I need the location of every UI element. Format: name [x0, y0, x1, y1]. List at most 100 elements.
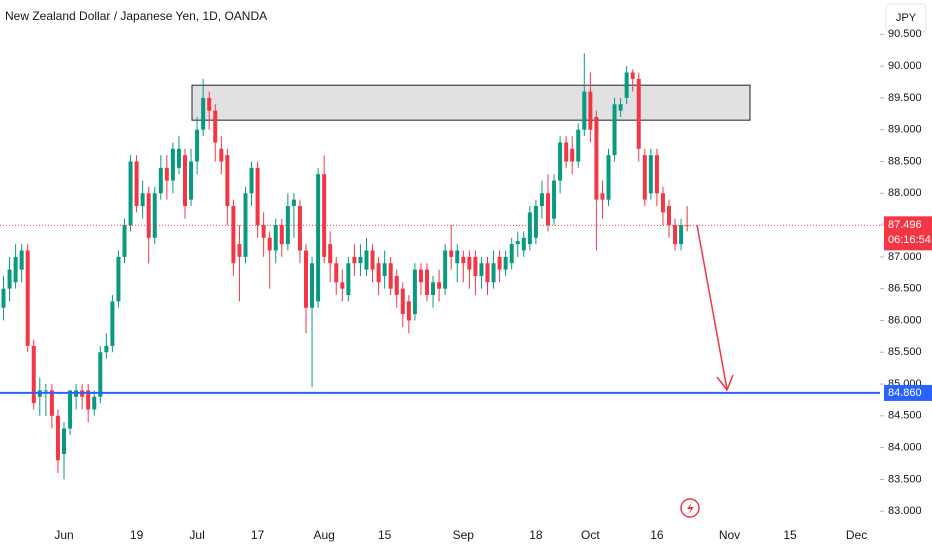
candle-body: [527, 212, 532, 245]
candle-body: [443, 250, 448, 289]
x-tick-label: Aug: [313, 528, 334, 542]
candle-body: [328, 244, 333, 264]
candle-body: [25, 250, 30, 346]
y-tick-label: 90.500: [888, 28, 922, 40]
candle-body: [364, 250, 369, 270]
candle-body: [43, 390, 48, 392]
candle-body: [297, 206, 302, 251]
candle-body: [128, 161, 133, 226]
candle-body: [412, 269, 417, 315]
candle-body: [558, 142, 563, 181]
currency-label[interactable]: JPY: [896, 12, 917, 24]
candle-body: [334, 263, 339, 283]
candle-body: [291, 199, 296, 207]
x-tick-label: Nov: [719, 528, 740, 542]
candle-body: [68, 390, 73, 429]
candle-body: [261, 225, 266, 238]
candle-body: [31, 345, 36, 404]
candle-body: [539, 193, 544, 207]
candle-body: [648, 155, 653, 194]
candle-body: [370, 250, 375, 270]
candle-body: [618, 104, 623, 111]
candle-body: [406, 301, 411, 321]
candle-body: [19, 250, 24, 270]
x-tick-label: Jun: [54, 528, 73, 542]
y-tick-label: 84.000: [888, 442, 922, 454]
candle-body: [418, 269, 423, 283]
candle-body: [667, 206, 671, 226]
x-tick-label: Jul: [189, 528, 204, 542]
candle-body: [304, 250, 308, 308]
candle-body: [467, 256, 472, 270]
candle-body: [673, 225, 678, 245]
candle-body: [285, 206, 290, 245]
candle-body: [600, 193, 605, 200]
candle-body: [322, 174, 327, 257]
last-price-label: 87.496: [888, 219, 922, 231]
candle-body: [62, 428, 66, 454]
candle-body: [431, 282, 436, 296]
x-tick-label: Dec: [846, 528, 867, 542]
candle-body: [642, 155, 647, 200]
candle-body: [98, 352, 103, 397]
candle-body: [503, 256, 508, 270]
x-tick-label: Sep: [453, 528, 475, 542]
y-tick-label: 86.500: [888, 283, 922, 295]
candle-body: [594, 116, 599, 200]
candle-body: [588, 91, 593, 130]
candle-body: [455, 250, 460, 264]
candle-body: [279, 225, 284, 245]
x-tick-label: 19: [130, 528, 144, 542]
y-tick-label: 88.000: [888, 187, 922, 199]
candle-body: [110, 301, 115, 346]
candle-body: [340, 282, 345, 289]
y-tick-label: 86.000: [888, 314, 922, 326]
support-label-box: [884, 384, 932, 401]
candle-body: [485, 263, 490, 283]
candle-body: [104, 345, 109, 353]
candle-body: [497, 256, 502, 270]
candle-body: [189, 161, 194, 200]
x-tick-label: Oct: [581, 528, 600, 542]
candle-body: [176, 148, 181, 168]
candle-body: [116, 256, 121, 302]
candle-body: [92, 396, 97, 410]
x-tick-label: 17: [251, 528, 265, 542]
y-tick-label: 89.500: [888, 92, 922, 104]
candle-body: [533, 206, 538, 238]
candle-body: [582, 91, 587, 130]
candle-body: [473, 256, 478, 276]
x-tick-label: 15: [783, 528, 797, 542]
candle-body: [86, 390, 91, 410]
candle-body: [437, 282, 442, 289]
candle-body: [49, 390, 54, 416]
y-tick-label: 84.500: [888, 410, 922, 422]
candle-body: [654, 155, 659, 194]
y-tick-label: 87.000: [888, 251, 922, 263]
countdown-label: 06:16:54: [888, 234, 931, 246]
candle-body: [195, 129, 200, 162]
candle-body: [316, 174, 321, 302]
candle-body: [183, 155, 187, 207]
candle-body: [243, 193, 248, 257]
candle-body: [237, 244, 242, 257]
candle-body: [521, 237, 526, 251]
candle-body: [546, 193, 550, 226]
currency-button[interactable]: [885, 3, 927, 33]
candle-body: [394, 275, 399, 296]
candle-body: [388, 263, 393, 289]
candle-body: [146, 193, 151, 238]
candle-body: [225, 155, 230, 207]
candle-body: [1, 288, 6, 308]
y-tick-label: 85.500: [888, 346, 922, 358]
resistance-zone: [191, 84, 751, 121]
candle-body: [346, 263, 351, 296]
y-tick-label: 83.000: [888, 505, 922, 517]
candle-body: [636, 78, 641, 149]
x-tick-label: 18: [529, 528, 543, 542]
candle-body: [515, 240, 520, 245]
candle-body: [624, 72, 629, 98]
candle-body: [576, 129, 581, 162]
